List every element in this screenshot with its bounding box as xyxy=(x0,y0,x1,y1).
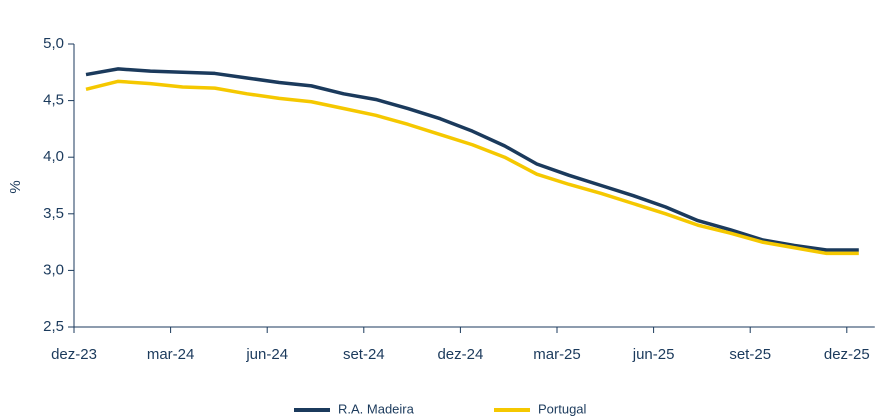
legend-label: Portugal xyxy=(538,401,587,416)
y-tick-label: 4,0 xyxy=(43,148,64,165)
legend-label: R.A. Madeira xyxy=(338,401,415,416)
x-tick-label: mar-25 xyxy=(533,346,581,363)
x-tick-label: set-25 xyxy=(729,346,771,363)
x-tick-label: dez-25 xyxy=(824,346,870,363)
x-tick-label: mar-24 xyxy=(147,346,195,363)
y-tick-label: 3,0 xyxy=(43,261,64,278)
y-tick-label: 4,5 xyxy=(43,92,64,109)
y-tick-label: 2,5 xyxy=(43,318,64,335)
y-tick-label: 3,5 xyxy=(43,205,64,222)
x-tick-label: set-24 xyxy=(343,346,385,363)
line-series xyxy=(85,67,859,252)
x-tick-label: dez-24 xyxy=(437,346,483,363)
x-tick-label: jun-25 xyxy=(632,346,675,363)
y-tick-label: 5,0 xyxy=(43,35,64,52)
x-tick-label: jun-24 xyxy=(245,346,288,363)
y-axis-label: % xyxy=(7,180,24,193)
x-tick-label: dez-23 xyxy=(51,346,97,363)
line-series xyxy=(85,79,859,256)
